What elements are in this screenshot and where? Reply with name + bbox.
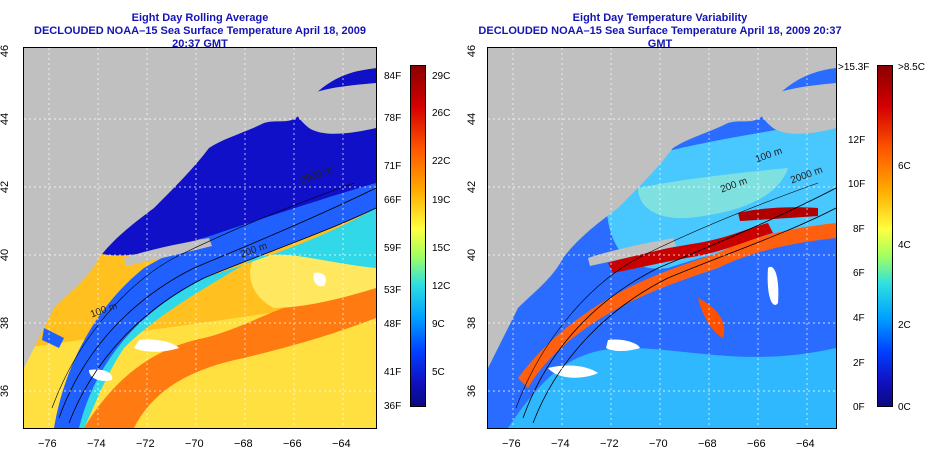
- front-red: [608, 223, 773, 273]
- cloud-gap: [606, 339, 640, 351]
- right-cb-f-label: >15.3F: [838, 62, 870, 73]
- cloud-gap: [548, 365, 598, 378]
- left-title: Eight Day Rolling Average DECLOUDED NOAA…: [20, 12, 380, 51]
- right-cb-c-label: >8.5C: [898, 62, 925, 73]
- left-cb-f-label: 84F: [384, 71, 402, 82]
- left-cb-c-label: 9C: [432, 319, 445, 330]
- left-cb-c-label: 22C: [432, 156, 451, 167]
- right-xtick: −76: [502, 438, 521, 450]
- left-xtick: −64: [332, 438, 351, 450]
- right-title: Eight Day Temperature Variability DECLOU…: [470, 12, 850, 51]
- right-variability-map: [487, 47, 837, 429]
- right-cb-f-label: 6F: [853, 268, 865, 279]
- left-cb-f-label: 41F: [384, 367, 402, 378]
- right-xtick: −68: [698, 438, 717, 450]
- left-xtick: −70: [185, 438, 204, 450]
- land-nova-scotia: [757, 83, 836, 134]
- right-cb-c-label: 2C: [898, 320, 911, 331]
- left-cb-c-label: 26C: [432, 108, 451, 119]
- slope-water: [64, 208, 376, 428]
- right-xtick: −70: [649, 438, 668, 450]
- land-long-island: [588, 238, 676, 266]
- left-xtick: −72: [136, 438, 155, 450]
- right-ytick: 42: [466, 180, 478, 194]
- left-cb-f-label: 36F: [384, 401, 402, 412]
- left-xtick: −68: [234, 438, 253, 450]
- graticule: [24, 48, 376, 428]
- right-ytick: 40: [466, 248, 478, 262]
- right-ytick: 44: [466, 112, 478, 126]
- right-cb-f-label: 2F: [853, 358, 865, 369]
- left-ytick: 38: [0, 316, 11, 330]
- eddy-orange: [698, 298, 725, 338]
- left-xtick: −74: [87, 438, 106, 450]
- left-sst-map: [23, 47, 377, 429]
- right-ytick: 46: [466, 44, 478, 58]
- left-cb-f-label: 48F: [384, 319, 402, 330]
- contour-200m: [522, 187, 836, 419]
- variability-south: [508, 348, 836, 428]
- right-ytick: 36: [466, 384, 478, 398]
- cloud-gap: [134, 339, 179, 352]
- right-cb-c-label: 6C: [898, 161, 911, 172]
- right-cb-c-label: 0C: [898, 402, 911, 413]
- left-xtick: −76: [38, 438, 57, 450]
- shelf-water: [54, 178, 376, 428]
- contour-200m: [58, 187, 376, 419]
- left-cb-f-label: 59F: [384, 243, 402, 254]
- right-xtick: −64: [796, 438, 815, 450]
- left-ytick: 40: [0, 248, 11, 262]
- left-cb-c-label: 29C: [432, 71, 451, 82]
- variability-patch: [638, 168, 788, 219]
- left-title-line1: Eight Day Rolling Average: [131, 12, 269, 24]
- left-ytick: 36: [0, 384, 11, 398]
- right-map-svg: [488, 48, 836, 428]
- land-long-island: [124, 238, 212, 266]
- right-cb-f-label: 10F: [848, 179, 866, 190]
- left-map-svg: [24, 48, 376, 428]
- left-cb-c-label: 19C: [432, 195, 451, 206]
- right-xtick: −72: [600, 438, 619, 450]
- warm-eddy: [250, 253, 376, 308]
- left-colorbar: [410, 65, 426, 407]
- right-xtick: −66: [747, 438, 766, 450]
- right-cb-f-label: 0F: [853, 402, 865, 413]
- contour-100m: [515, 182, 819, 409]
- right-xtick: −74: [551, 438, 570, 450]
- left-ytick: 44: [0, 112, 11, 126]
- delaware-bay: [42, 328, 64, 348]
- front-red: [738, 207, 818, 221]
- graticule: [488, 48, 836, 428]
- left-ytick: 46: [0, 44, 11, 58]
- right-colorbar: [877, 65, 893, 407]
- land-nova-scotia: [293, 83, 376, 134]
- gulf-stream: [84, 278, 376, 428]
- left-cb-f-label: 66F: [384, 195, 402, 206]
- left-cb-f-label: 71F: [384, 161, 402, 172]
- right-cb-f-label: 4F: [853, 313, 865, 324]
- contour-100m: [51, 182, 355, 409]
- left-ytick: 42: [0, 180, 11, 194]
- cloud-gap: [767, 266, 779, 305]
- right-cb-f-label: 8F: [853, 224, 865, 235]
- left-cb-c-label: 5C: [432, 367, 445, 378]
- front-orange: [518, 223, 836, 388]
- right-title-line1: Eight Day Temperature Variability: [572, 12, 748, 24]
- left-xtick: −66: [283, 438, 302, 450]
- right-cb-c-label: 4C: [898, 240, 911, 251]
- land-coast: [24, 48, 376, 368]
- cloud-gap: [313, 272, 326, 287]
- left-cb-c-label: 12C: [432, 281, 451, 292]
- right-ytick: 38: [466, 316, 478, 330]
- left-cb-c-label: 15C: [432, 243, 451, 254]
- land-coast: [488, 48, 836, 368]
- right-cb-f-label: 12F: [848, 135, 866, 146]
- left-cb-f-label: 78F: [384, 113, 402, 124]
- left-cb-f-label: 53F: [384, 285, 402, 296]
